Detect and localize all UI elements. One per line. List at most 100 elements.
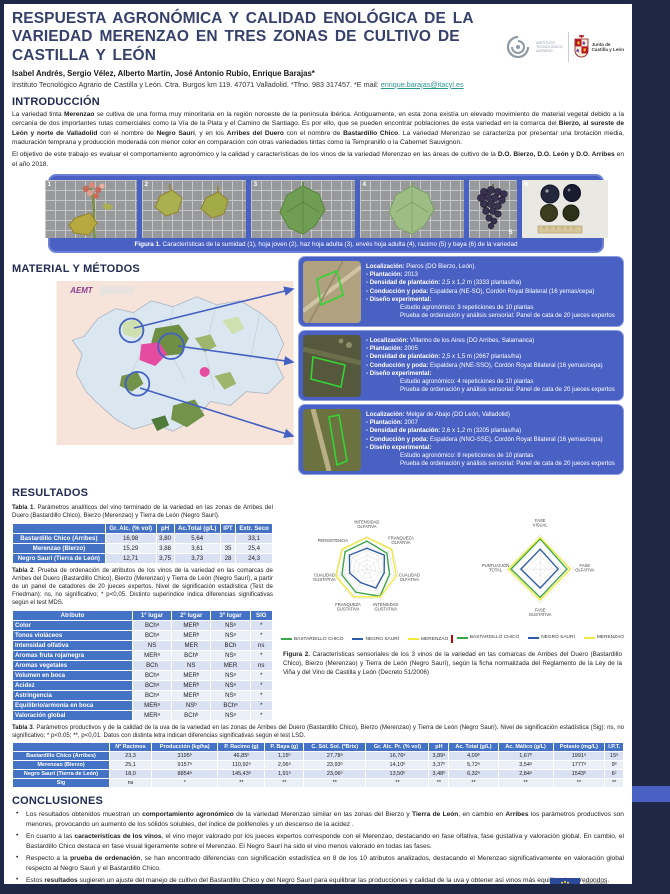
methods-section: MATERIAL Y MÉTODOS AEMT [12,256,624,480]
table-cell: NSᵃ [210,629,251,641]
table-cell: 1,67ᵇ [497,751,554,762]
table-cell: ns [249,639,273,651]
table-cell: MERᵇ [171,679,212,691]
table-cell: 18,0 [108,769,153,780]
radar-phases-wrap: FASE VISUAL FASE OLFATIVA FASE GUSTATIVA PUNTU… [456,511,624,643]
legend-color-line [352,638,364,641]
row-label: Tonos violáceos [12,629,133,641]
table-cell: 9ᵇ [604,760,624,771]
text-segment: Tierra de León [412,811,459,819]
row-label: Equilibrio/armonía en boca [12,699,133,711]
column-header: Ac. Total (g/L) [448,742,499,753]
site-detail-line: - Diseño experimental: [366,369,432,377]
table-3: Nº Racimos Producción (kg/ha) P. Racimo (g… [12,742,624,789]
bullet-icon: • [16,832,19,840]
text-segment: con el nombre de [283,129,344,137]
legend-color-line [456,636,468,639]
table-row: Valoración global MERᵃ BChᵇ NSᵃ * [12,709,273,721]
map-circle-arribes [124,371,151,397]
itacyl-logo-text: instituto tecnológico agrario [536,40,563,54]
table-cell: * [249,669,273,681]
column-header: Nº Racimos [108,742,153,753]
table-row: Merenzao (Bierzo) 25,1 9157ᵃ 110,92ᵃ 2,06ᵃ 23… [12,760,624,771]
table-cell: BChᵃ [131,619,173,631]
table-cell: 3,88 [155,542,175,554]
table-cell: 35 [219,542,237,554]
table-cell: 23,3 [108,751,153,762]
table-cell: * [249,619,273,631]
side-accent-bar [632,786,670,802]
table-cell: NSᵃ [210,649,251,661]
text-segment: Estos [26,877,45,884]
text-segment: , el vino mejor valorado por los jueces … [26,833,624,850]
table-cell: 15,29 [104,542,157,554]
column-header: 1º lugar [131,609,173,621]
row-label: Bastardillo Chico (Arribes) [12,532,106,544]
text-segment: Negro Saurí [156,129,195,137]
row-label: Negro Saurí (Tierra de León) [12,769,110,780]
table-cell: * [249,709,273,721]
table-cell: ** [303,778,367,789]
table-row: Tonos violáceos BChᵃ MERᵇ NSᵃ * [12,629,273,641]
table-cell: NSᵃ [210,709,251,721]
email-link[interactable]: enrique.barajas@itacyl.es [380,79,464,89]
text-segment: características de los vinos [74,833,162,841]
header: RESPUESTA AGRONÓMICA Y CALIDAD ENOLÓGICA… [12,10,624,89]
bullet-icon: • [16,876,19,884]
table-cell: MER [171,639,212,651]
legend-red-marker [451,635,453,644]
table-row: Acidez BChᵃ MERᵇ NSᵃ * [12,679,273,691]
site-aerial-photo [303,260,361,323]
table-cell: 3,61 [173,542,221,554]
table-cell: BChᵇ [171,649,212,661]
text-segment: Figura 1. [134,241,161,249]
radar-chart-attributes: INTENSIDAD OLFATIVA FRANQUEZA OLFATIVA CUALI… [313,519,420,612]
chart-legend: BASTARDILLO CHICO NEGRO SAURÍ MERENZAO [280,637,448,642]
text-segment: D.O. Bierzo, D.O. León y D.O. Arribes [497,151,615,159]
conclusion-bullet: • En cuanto a las características de los … [16,832,624,851]
text-segment: Merenzao [63,110,95,118]
poster: RESPUESTA AGRONÓMICA Y CALIDAD ENOLÓGICA… [4,4,632,884]
site-design-line: Estudio agronómico: 3 repeticiones de 10… [400,303,534,311]
column-header: 3º lugar [210,609,251,621]
table-cell: NS [131,639,173,651]
table-cell: 6ᶜ [604,769,624,780]
castilla-leon-do-map: AEMT [56,281,294,446]
figure1-photo-enves-hoja-adulta: 4 [359,180,464,239]
figure2-caption: Figura 2. Características sensoriales de… [283,651,622,678]
bullet-icon: • [16,854,19,862]
text-segment: en el año 2018. [12,151,624,168]
photo-number: 5 [508,229,513,237]
table-cell: NSᵇ [171,699,212,711]
conclusions-list: • Los resultados obtenidos muestran un co… [12,810,624,884]
table-cell: ** [217,778,266,789]
berries-illustration [537,184,582,234]
table-cell: ** [264,778,305,789]
table-cell: MERᵇ [171,669,212,681]
row-label: Aromas fruta roja/negra [12,649,133,661]
column-header: Potasio (mg/L) [552,742,606,753]
table-cell: MERᵇ [171,689,212,701]
conclusion-text: Respecto a la prueba de ordenación, se h… [26,854,624,873]
table-cell: BChᵃ [210,699,251,711]
table-cell: 16,98 [104,532,157,544]
table-cell: NSᵃ [210,679,251,691]
legend-item: NEGRO SAURÍ [352,637,399,642]
poster-title: RESPUESTA AGRONÓMICA Y CALIDAD ENOLÓGICA… [12,10,474,64]
table-row: Bastardillo Chico (Arribes) 23,3 3195ᵇ 46,8… [12,751,624,762]
column-header: Extr. Seco [235,522,273,534]
radar-chart-phases: FASE VISUAL FASE OLFATIVA FASE GUSTATIVA PUNTU… [482,518,595,618]
site-detail-line: - Plantación: 2005 [366,345,418,353]
site-aerial-photo [303,408,361,471]
column-header: pH [428,742,450,753]
table-cell: 12,71 [104,552,157,564]
site-design-line: Estudio agronómico: 8 repeticiones de 10… [400,451,534,459]
eu-logo: Unión Europea Fondo Europeo Agrícola de … [550,877,622,884]
row-label: Intensidad olfativa [12,639,133,651]
row-label: Sig [12,778,110,789]
table-cell: 33,1 [235,532,273,544]
